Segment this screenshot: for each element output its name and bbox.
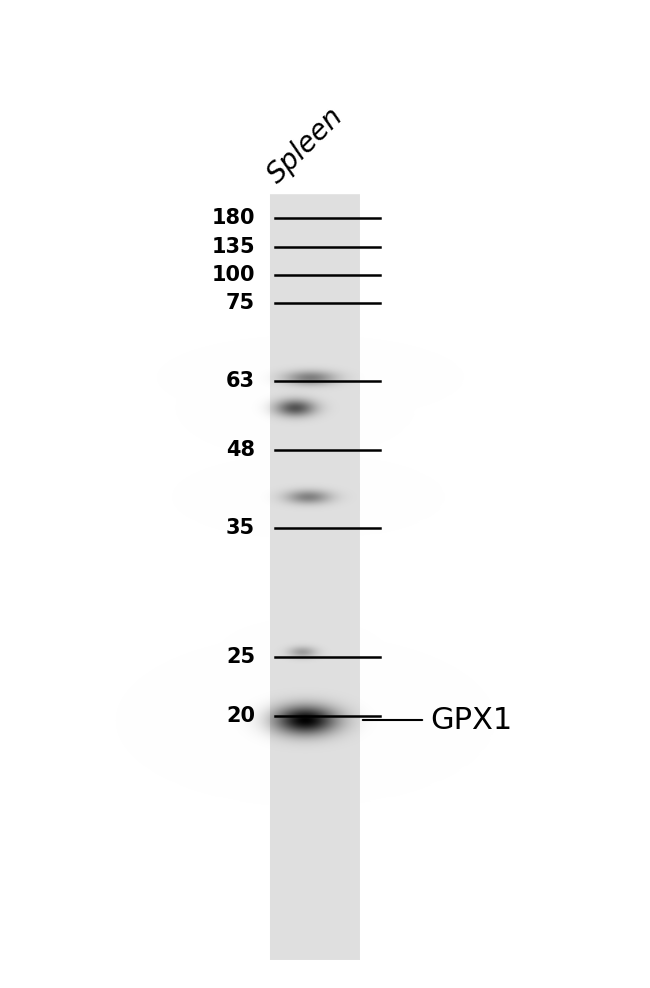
Text: 180: 180 <box>211 208 255 228</box>
Text: 63: 63 <box>226 371 255 391</box>
Text: 135: 135 <box>211 237 255 257</box>
Text: 75: 75 <box>226 293 255 313</box>
Text: 35: 35 <box>226 518 255 538</box>
Text: 48: 48 <box>226 440 255 460</box>
Text: 25: 25 <box>226 647 255 667</box>
Text: 100: 100 <box>211 265 255 285</box>
Text: GPX1: GPX1 <box>430 705 512 734</box>
Text: Spleen: Spleen <box>262 102 348 189</box>
Text: 20: 20 <box>226 706 255 726</box>
Bar <box>270 195 360 960</box>
